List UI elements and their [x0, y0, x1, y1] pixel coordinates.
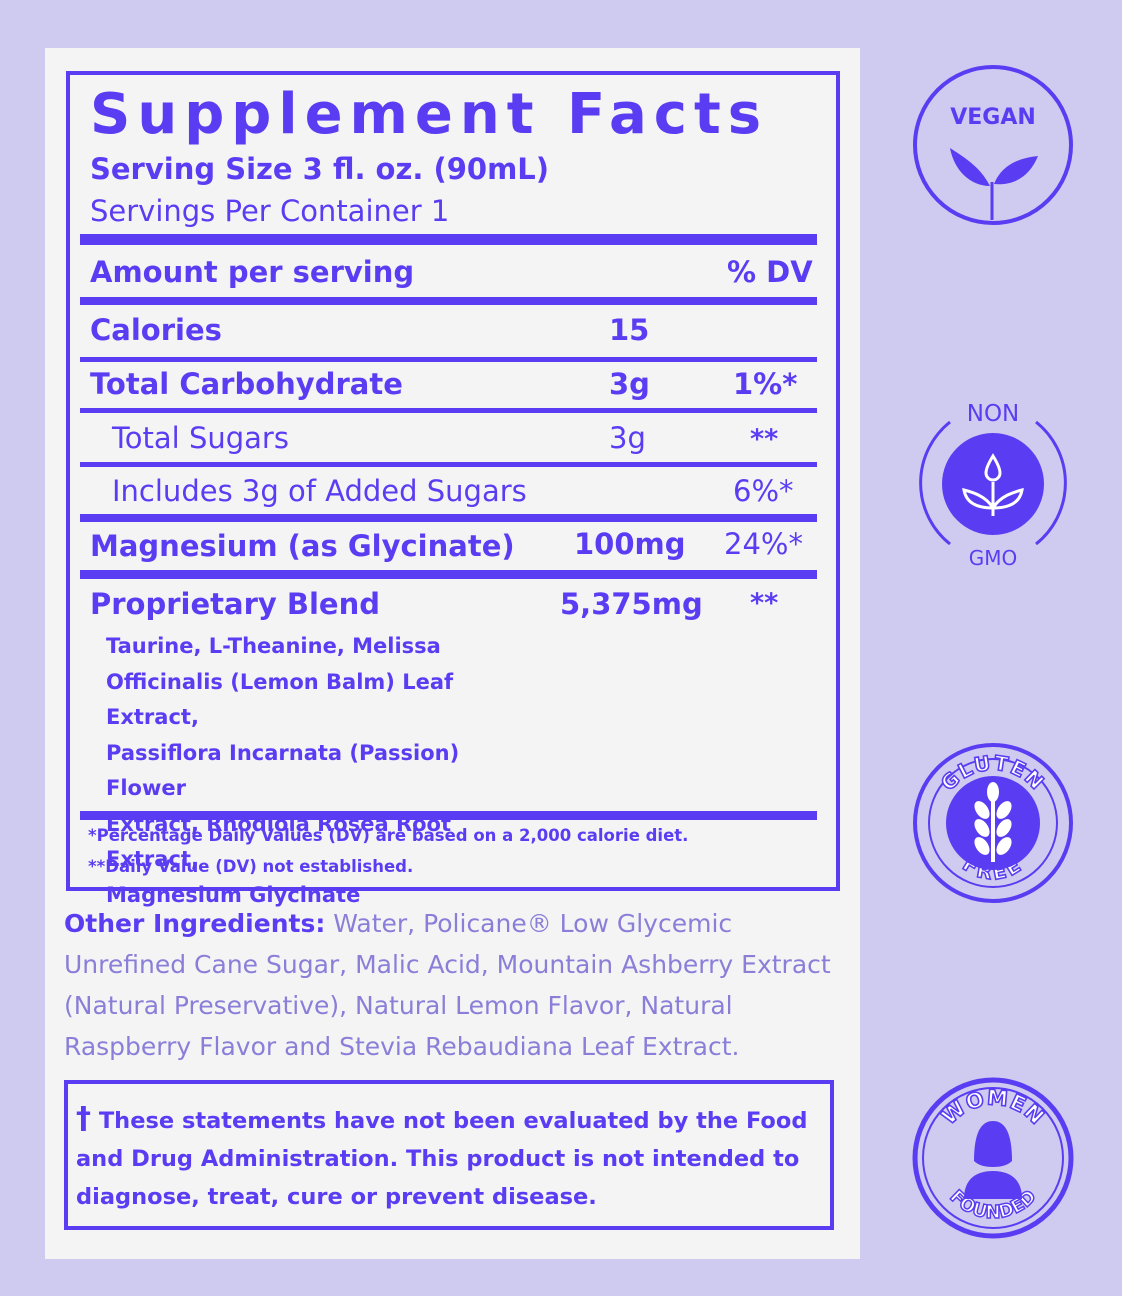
footnote-dv-basis: *Percentage Daily Values (DV) are based …: [88, 826, 689, 845]
row-blend-name: Proprietary Blend: [90, 587, 380, 621]
non-gmo-badge: NON GMO: [910, 400, 1076, 566]
divider-thin: [80, 408, 817, 413]
row-blend-amount: 5,375mg: [560, 587, 703, 621]
row-added-sugars-dv: 6%*: [733, 474, 794, 508]
divider-thin: [80, 462, 817, 467]
women-founded-badge-graphic: WOMEN FOUNDED: [912, 1077, 1074, 1239]
row-carbohydrate-name: Total Carbohydrate: [90, 367, 403, 401]
dv-header: % DV: [727, 255, 813, 289]
panel-title: Supplement Facts: [90, 82, 769, 147]
amount-per-serving-header: Amount per serving: [90, 255, 415, 289]
blend-ingredient-list: Taurine, L-Theanine, Melissa Officinalis…: [106, 629, 546, 913]
blend-ingredient-line: Passiflora Incarnata (Passion) Flower: [106, 740, 460, 801]
servings-per-container: Servings Per Container 1: [90, 194, 450, 228]
row-carbohydrate-dv: 1%*: [733, 367, 798, 401]
fda-disclaimer-box: [64, 1080, 834, 1230]
divider-medium: [80, 514, 817, 522]
row-blend-dv: **: [750, 588, 779, 619]
fda-disclaimer-text: † These statements have not been evaluat…: [76, 1100, 816, 1216]
row-sugars-dv: **: [750, 424, 779, 455]
blend-ingredient-line: Officinalis (Lemon Balm) Leaf Extract,: [106, 669, 454, 730]
dagger-symbol: †: [76, 1101, 91, 1136]
blend-ingredient-line: Magnesium Glycinate: [106, 882, 361, 907]
divider-medium: [80, 297, 817, 305]
vegan-badge: VEGAN: [910, 62, 1076, 228]
vegan-badge-label: VEGAN: [950, 105, 1036, 130]
gluten-free-badge: GLUTEN FREE: [910, 740, 1076, 906]
non-gmo-top-label: NON: [967, 401, 1020, 427]
serving-size: Serving Size 3 fl. oz. (90mL): [90, 152, 550, 186]
supplement-facts-panel: [66, 71, 840, 891]
divider-thin: [80, 357, 817, 362]
woman-silhouette-icon: [964, 1121, 1022, 1199]
row-sugars-amount: 3g: [609, 421, 646, 455]
drop-sprout-icon: [962, 453, 1024, 516]
row-carbohydrate-amount: 3g: [609, 367, 650, 401]
row-added-sugars-name: Includes 3g of Added Sugars: [112, 474, 527, 508]
row-magnesium-dv: 24%*: [724, 527, 803, 561]
other-ingredients-label: Other Ingredients:: [64, 909, 326, 938]
wheat-icon: [974, 782, 1012, 862]
other-ingredients-text: Water, Policane® Low Glycemic Unrefined …: [64, 909, 831, 1061]
divider-thick: [80, 234, 817, 245]
gluten-free-badge-graphic: GLUTEN FREE: [913, 743, 1073, 903]
vegan-badge-graphic: VEGAN: [913, 65, 1073, 225]
row-magnesium-amount: 100mg: [574, 527, 686, 561]
divider-thick: [80, 811, 817, 820]
leaf-sprout-icon: [950, 148, 1038, 220]
other-ingredients: Other Ingredients: Water, Policane® Low …: [64, 903, 834, 1067]
women-founded-badge: WOMEN FOUNDED: [910, 1075, 1076, 1241]
row-sugars-name: Total Sugars: [112, 421, 289, 455]
row-magnesium-name: Magnesium (as Glycinate): [90, 529, 515, 563]
disclaimer-statement: These statements have not been evaluated…: [76, 1108, 808, 1210]
label-card: [45, 48, 860, 1259]
blend-ingredient-line: Taurine, L-Theanine, Melissa: [106, 634, 441, 658]
non-gmo-bottom-label: GMO: [969, 546, 1018, 566]
non-gmo-badge-graphic: NON GMO: [919, 401, 1067, 566]
row-calories-amount: 15: [609, 313, 650, 347]
divider-medium: [80, 570, 817, 579]
footnote-dv-not-established: **Daily Value (DV) not established.: [88, 857, 414, 876]
row-calories-name: Calories: [90, 313, 222, 347]
